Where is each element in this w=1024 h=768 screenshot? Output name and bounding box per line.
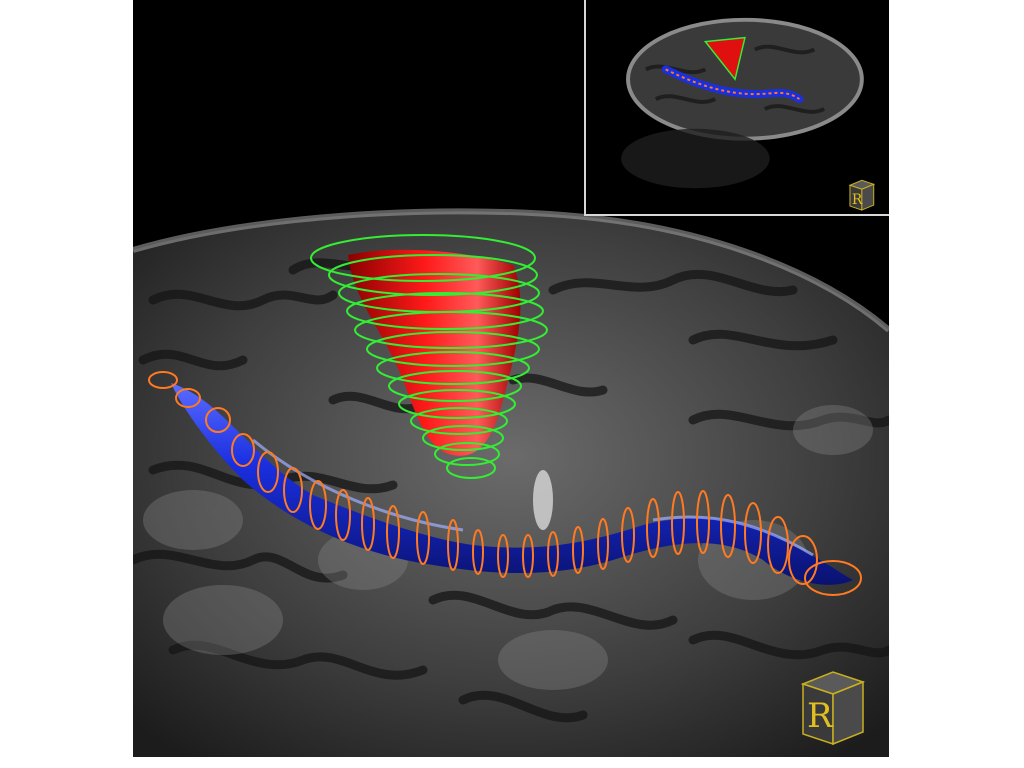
- orange-contour-ring: [572, 526, 584, 574]
- mri-3d-scene: R: [133, 208, 889, 757]
- orange-contour-ring: [646, 498, 660, 558]
- orange-contour-rings: [148, 371, 862, 596]
- orange-contour-ring: [309, 480, 327, 530]
- orange-contour-ring: [788, 535, 818, 585]
- orange-contour-ring: [361, 497, 375, 551]
- main-3d-viewport[interactable]: R R: [133, 0, 889, 757]
- orange-contour-ring: [386, 505, 400, 559]
- orange-contour-ring: [472, 529, 484, 575]
- inset-orientation-cube-icon: R: [848, 179, 876, 211]
- green-contour-rings: [310, 234, 548, 479]
- orange-contour-ring: [231, 433, 255, 467]
- orange-contour-ring: [148, 371, 178, 389]
- orange-contour-ring: [597, 518, 609, 570]
- orange-contour-ring: [804, 560, 862, 596]
- orange-contour-ring: [257, 451, 279, 493]
- mri-slice: [133, 211, 889, 757]
- orange-contour-ring: [621, 507, 635, 563]
- inset-overview-viewport[interactable]: R: [584, 0, 889, 216]
- orange-contour-ring: [767, 516, 789, 574]
- orientation-cube-icon: R: [800, 671, 866, 746]
- orange-contour-ring: [175, 388, 201, 408]
- inset-3d-scene: R: [621, 17, 876, 211]
- orientation-letter: R: [807, 696, 834, 736]
- orange-contour-ring: [416, 511, 430, 565]
- orange-contour-ring: [547, 531, 559, 577]
- orange-contour-ring: [335, 489, 351, 541]
- inset-orientation-letter: R: [852, 192, 863, 208]
- blue-tube: [171, 383, 853, 585]
- inset-red-volume: [703, 36, 746, 81]
- orange-contour-ring: [283, 467, 303, 513]
- orange-contour-ring: [671, 491, 685, 555]
- orange-contour-ring: [522, 534, 534, 578]
- orange-contour-ring: [205, 407, 231, 433]
- orange-contour-ring: [497, 534, 509, 578]
- orange-contour-ring: [720, 494, 736, 558]
- orange-contour-ring: [696, 490, 710, 554]
- orange-contour-ring: [744, 502, 762, 564]
- orange-contour-ring: [447, 519, 459, 571]
